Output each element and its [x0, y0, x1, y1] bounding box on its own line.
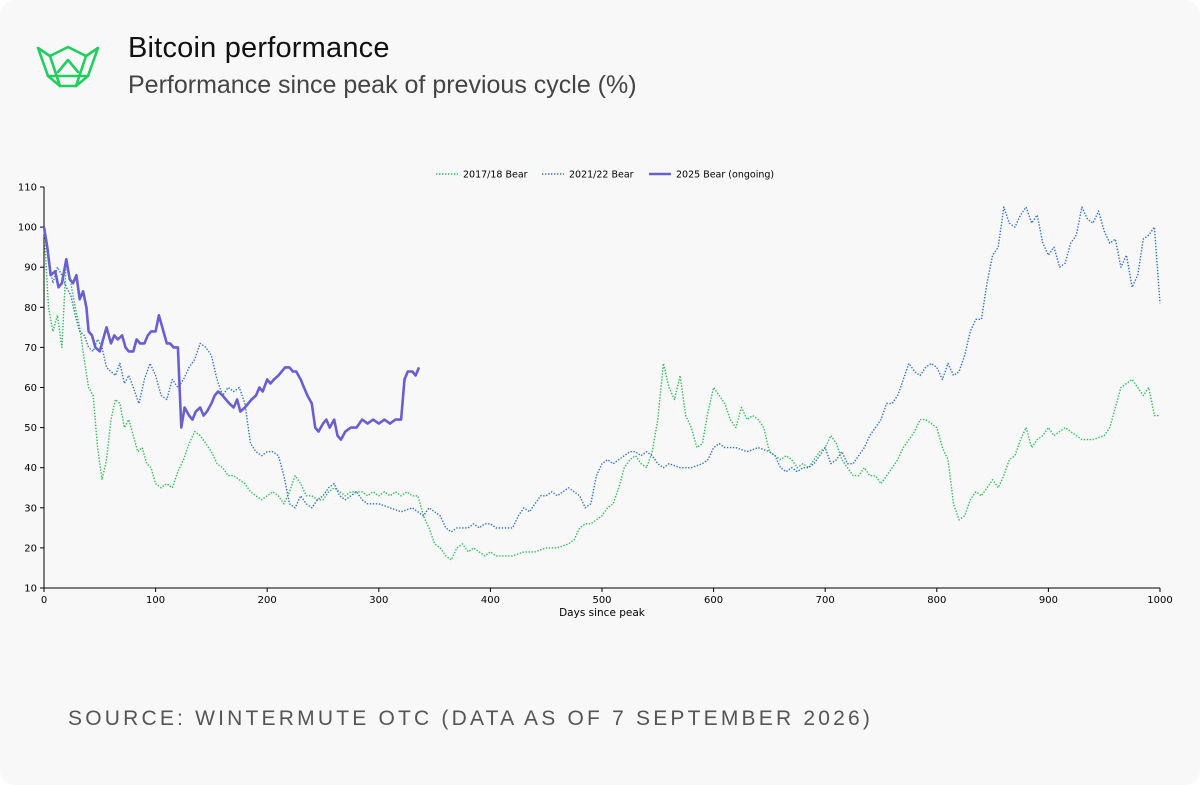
- y-tick-label: 10: [24, 584, 37, 595]
- y-tick-label: 70: [24, 343, 37, 354]
- y-tick-label: 100: [18, 223, 37, 234]
- series-line-2: [42, 226, 421, 441]
- y-tick-label: 90: [24, 263, 37, 274]
- x-tick-label: 100: [146, 595, 165, 606]
- series-line-0: [43, 227, 1160, 561]
- chart-subtitle: Performance since peak of previous cycle…: [128, 71, 637, 99]
- x-tick-label: 400: [481, 595, 500, 606]
- series-line-1: [43, 206, 1161, 533]
- wintermute-logo-icon: [36, 45, 100, 88]
- y-tick-label: 80: [24, 303, 37, 314]
- x-tick-label: 900: [1039, 595, 1058, 606]
- source-note: SOURCE: WINTERMUTE OTC (DATA AS OF 7 SEP…: [68, 707, 874, 730]
- y-tick-label: 60: [24, 383, 37, 394]
- line-chart: 10 20 30 40 50 60 70 80 90 100 110 0 100 200 300 400 500…: [18, 170, 1173, 620]
- x-tick-label: 600: [704, 595, 723, 606]
- x-tick-label: 500: [592, 595, 611, 606]
- x-tick-label: 200: [258, 595, 277, 606]
- chart-title: Bitcoin performance: [128, 32, 390, 64]
- legend-label-2: 2025 Bear (ongoing): [676, 170, 774, 181]
- x-axis-label: Days since peak: [559, 607, 646, 619]
- x-tick-label: 800: [927, 595, 946, 606]
- x-tick-label: 1000: [1147, 595, 1172, 606]
- y-tick-label: 30: [24, 503, 37, 514]
- x-tick-label: 700: [816, 595, 835, 606]
- y-tick-label: 20: [24, 543, 37, 554]
- legend-label-0: 2017/18 Bear: [463, 170, 528, 181]
- y-tick-label: 40: [24, 463, 37, 474]
- legend-label-1: 2021/22 Bear: [569, 170, 634, 181]
- y-tick-label: 50: [24, 423, 37, 434]
- x-tick-label: 0: [41, 595, 47, 606]
- y-tick-label: 110: [18, 183, 37, 194]
- x-tick-label: 300: [369, 595, 388, 606]
